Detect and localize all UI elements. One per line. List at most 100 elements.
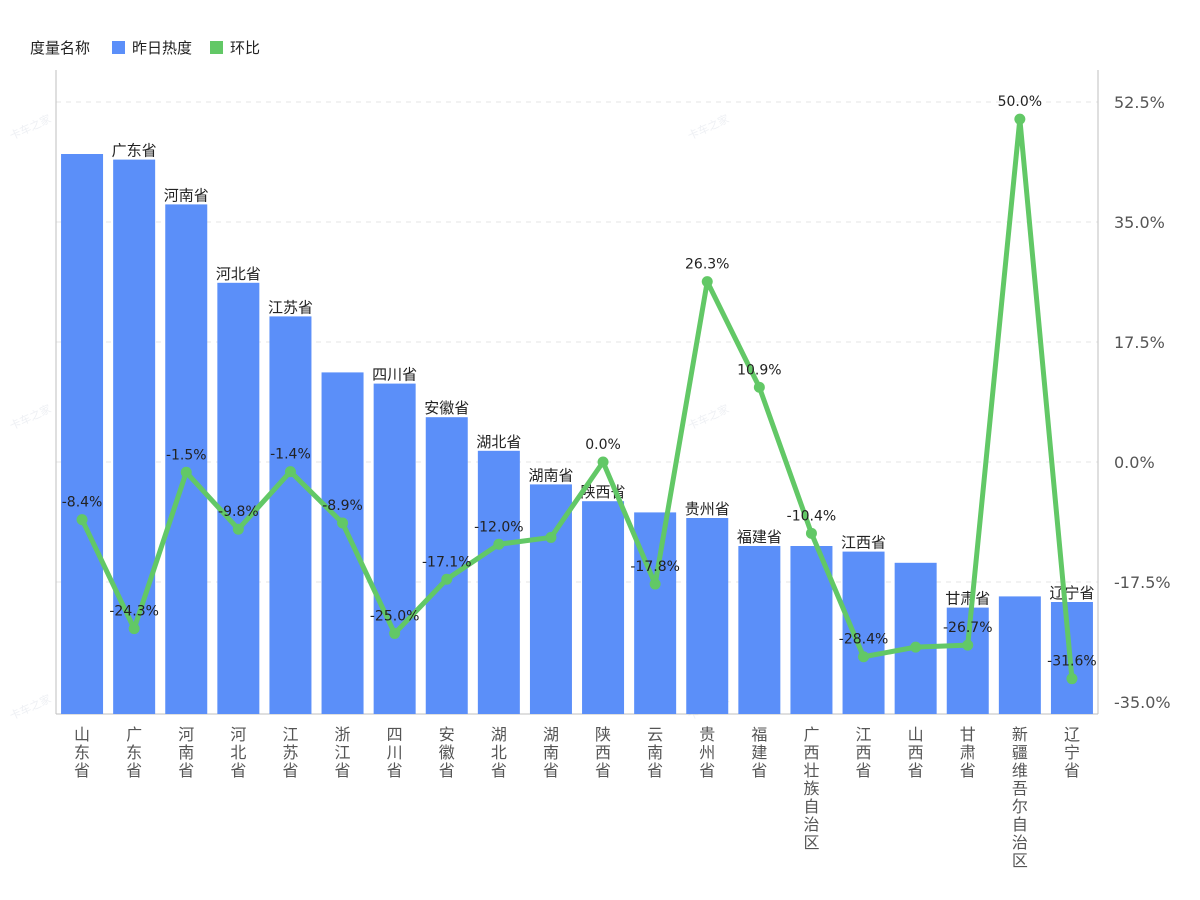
point-label: -28.4% [839, 632, 889, 648]
x-tick-label: 江西省 [856, 725, 872, 780]
point-label: 50.0% [998, 94, 1042, 110]
line-point [858, 651, 870, 663]
y-right-tick-label: 35.0% [1114, 213, 1165, 232]
line-point [180, 466, 192, 478]
x-tick-label: 山西省 [908, 725, 924, 780]
point-label: -12.0% [474, 519, 524, 535]
y-right-tick-label: 17.5% [1114, 333, 1165, 352]
line-point [493, 538, 505, 550]
x-tick-label: 四川省 [387, 725, 403, 780]
x-tick-label: 辽宁省 [1064, 725, 1080, 780]
x-tick-label: 新疆维吾尔自治区 [1012, 725, 1028, 870]
bar [998, 596, 1041, 714]
watermark-text: 卡车之家 [685, 401, 731, 432]
point-label: -24.3% [109, 604, 159, 620]
bar [686, 518, 729, 714]
bar [61, 154, 104, 714]
bar [842, 551, 885, 714]
bar [321, 372, 364, 714]
bar-label: 甘肃省 [945, 590, 990, 608]
line-point [753, 381, 765, 393]
bar-label: 湖南省 [528, 466, 573, 484]
bar-label: 广东省 [112, 142, 157, 160]
x-tick-label: 贵州省 [699, 725, 715, 780]
line-point [284, 466, 296, 478]
line-point [910, 641, 922, 653]
bar-label: 湖北省 [476, 433, 521, 451]
point-label: -17.1% [422, 554, 472, 570]
x-tick-label: 湖南省 [543, 725, 559, 780]
point-label: 0.0% [585, 437, 621, 453]
x-tick-label: 云南省 [647, 725, 663, 780]
x-tick-label: 江苏省 [282, 725, 298, 780]
point-label: -31.6% [1047, 654, 1097, 670]
legend-label-line: 环比 [230, 38, 261, 57]
legend-item-bar[interactable]: 昨日热度 [112, 37, 192, 58]
y-right-tick-label: 0.0% [1114, 453, 1155, 472]
x-tick-label: 浙江省 [335, 725, 351, 780]
point-label: 10.9% [737, 362, 781, 378]
bar [165, 204, 208, 714]
line-point [441, 573, 453, 585]
bar [425, 417, 468, 714]
bar-label: 江西省 [841, 534, 886, 552]
bar-label: 安徽省 [424, 399, 469, 417]
point-label: -8.4% [62, 495, 103, 511]
bar-label: 贵州省 [685, 500, 730, 518]
x-tick-label: 甘肃省 [960, 725, 976, 780]
line-point [545, 531, 557, 543]
watermark-text: 卡车之家 [685, 111, 731, 142]
line-point [701, 276, 713, 288]
point-label: -10.4% [787, 508, 837, 524]
line-point [962, 639, 974, 651]
bar-label: 河南省 [164, 186, 209, 204]
bar [790, 546, 833, 714]
line-point [649, 578, 661, 590]
legend: 度量名称 昨日热度 环比 [30, 36, 278, 58]
watermark-text: 卡车之家 [7, 111, 53, 142]
point-label: -1.4% [270, 447, 311, 463]
line-point [1014, 113, 1026, 125]
point-label: -1.5% [166, 447, 207, 463]
line-point [128, 623, 140, 635]
line-point [76, 514, 88, 526]
legend-swatch-bar [112, 40, 126, 54]
legend-title: 度量名称 [30, 38, 91, 57]
point-label: -25.0% [370, 608, 420, 624]
bar [738, 546, 781, 714]
x-tick-label: 广西壮族自治区 [803, 725, 819, 852]
line-series-path [79, 116, 1075, 682]
point-label: 26.3% [685, 257, 729, 273]
y-right-tick-label: -17.5% [1114, 573, 1171, 592]
x-tick-label: 福建省 [751, 725, 767, 780]
bar [582, 501, 625, 714]
bar [529, 484, 572, 714]
bar-label: 福建省 [737, 528, 782, 546]
bar-label: 四川省 [372, 366, 417, 384]
x-tick-label: 河北省 [230, 725, 246, 780]
line-point [337, 517, 349, 529]
legend-swatch-line [210, 40, 224, 54]
point-label: -26.7% [943, 620, 993, 636]
y-right-tick-label: -35.0% [1114, 693, 1171, 712]
x-tick-label: 河南省 [178, 725, 194, 780]
point-label: -9.8% [218, 504, 259, 520]
bar-label: 江苏省 [268, 298, 313, 316]
bar [894, 562, 937, 714]
watermark-text: 卡车之家 [7, 401, 53, 432]
line-point [597, 456, 609, 468]
line-point [1066, 673, 1078, 685]
x-tick-label: 山东省 [74, 725, 90, 780]
bar-label: 河北省 [216, 265, 261, 283]
legend-item-line[interactable]: 环比 [210, 37, 260, 58]
watermark-text: 卡车之家 [7, 691, 53, 722]
line-point [232, 523, 244, 535]
bar [477, 450, 520, 714]
point-label: -17.8% [630, 559, 680, 575]
x-tick-label: 陕西省 [595, 725, 611, 780]
x-tick-label: 安徽省 [439, 725, 455, 780]
legend-label-bar: 昨日热度 [132, 38, 193, 57]
bar [269, 316, 312, 714]
x-tick-label: 广东省 [126, 725, 142, 780]
bar [217, 282, 260, 714]
